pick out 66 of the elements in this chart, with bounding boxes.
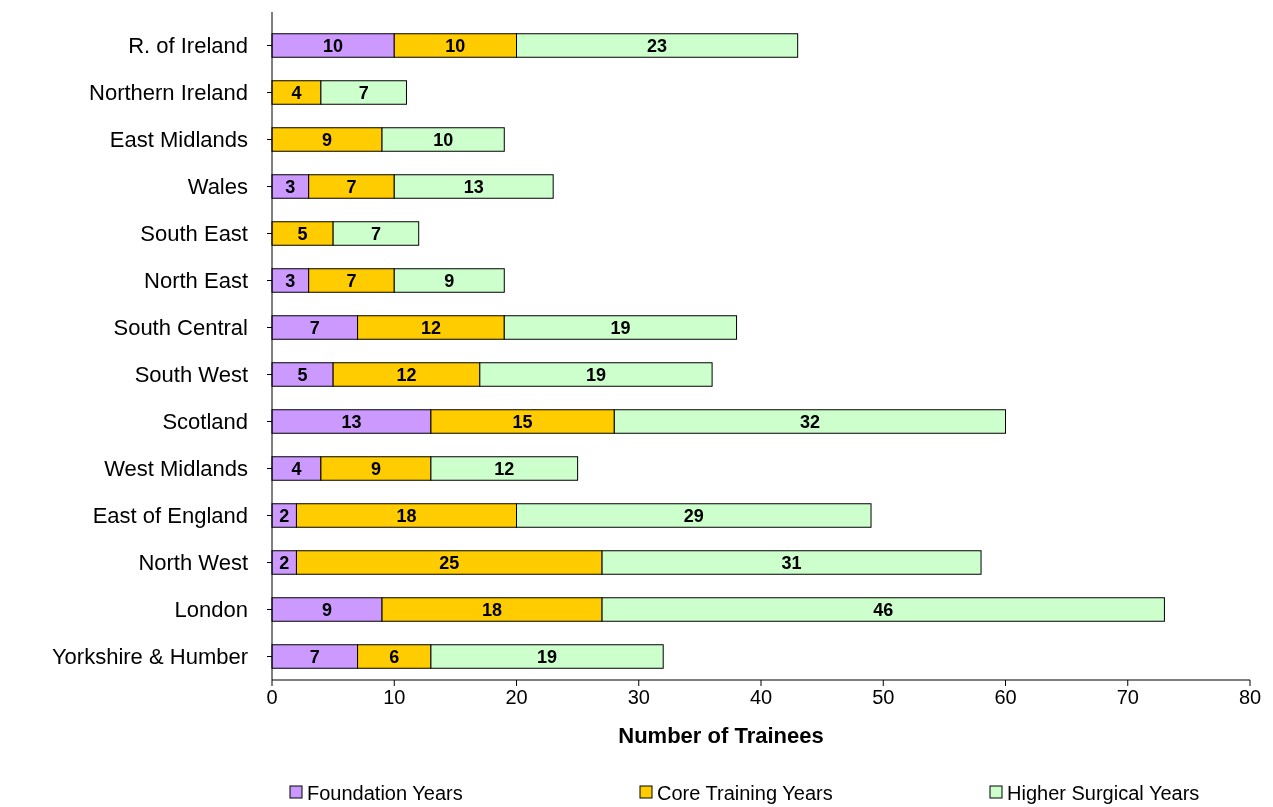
y-tick-label: R. of Ireland (128, 33, 248, 59)
data-label: 4 (291, 458, 302, 479)
y-tick-label: East Midlands (109, 127, 248, 153)
data-label: 19 (610, 317, 631, 338)
data-label: 31 (781, 552, 802, 573)
data-label: 18 (396, 505, 417, 526)
data-label: 9 (444, 270, 455, 291)
data-label: 23 (647, 35, 668, 56)
y-tick-label: West Midlands (104, 456, 248, 482)
y-tick-label: North West (138, 550, 248, 576)
data-label: 13 (341, 411, 362, 432)
data-label: 10 (433, 129, 454, 150)
y-tick-label: South East (140, 221, 248, 247)
x-axis-title: Number of Trainees (618, 723, 824, 748)
data-label: 32 (799, 411, 820, 432)
data-label: 3 (285, 176, 296, 197)
y-tick-label: London (174, 597, 248, 623)
data-label: 7 (346, 176, 357, 197)
data-label: 7 (309, 646, 320, 667)
data-label: 29 (683, 505, 704, 526)
y-tick-label: Northern Ireland (89, 80, 248, 106)
legend-label: Foundation Years (307, 782, 463, 804)
data-label: 9 (370, 458, 381, 479)
y-tick-label: Yorkshire & Humber (51, 644, 248, 670)
legend-label: Higher Surgical Years (1007, 782, 1200, 804)
data-label: 5 (297, 223, 308, 244)
data-label: 2 (279, 505, 290, 526)
data-label: 18 (482, 599, 503, 620)
data-label: 10 (445, 35, 466, 56)
y-tick-label: Scotland (162, 409, 248, 435)
x-tick-label: 80 (1238, 686, 1262, 708)
x-tick-label: 40 (749, 686, 773, 708)
data-label: 6 (389, 646, 400, 667)
data-label: 10 (323, 35, 344, 56)
data-label: 25 (439, 552, 460, 573)
y-tick-label: South Central (113, 315, 248, 341)
data-label: 2 (279, 552, 290, 573)
data-label: 19 (585, 364, 606, 385)
data-label: 3 (285, 270, 296, 291)
data-label: 7 (309, 317, 320, 338)
data-label: 15 (512, 411, 533, 432)
data-label: 7 (346, 270, 357, 291)
data-label: 46 (873, 599, 894, 620)
data-label: 19 (537, 646, 558, 667)
data-label: 5 (297, 364, 308, 385)
x-tick-label: 10 (383, 686, 406, 708)
data-label: 9 (322, 599, 333, 620)
x-tick-label: 20 (505, 686, 528, 708)
y-tick-label: East of England (92, 503, 248, 529)
data-label: 4 (291, 82, 302, 103)
data-label: 13 (463, 176, 484, 197)
data-label: 12 (494, 458, 515, 479)
data-label: 7 (370, 223, 381, 244)
x-tick-label: 70 (1116, 686, 1139, 708)
y-tick-label: Wales (187, 174, 248, 200)
x-tick-label: 60 (994, 686, 1017, 708)
y-tick-label: North East (144, 268, 248, 294)
data-label: 9 (322, 129, 333, 150)
x-tick-label: 30 (627, 686, 650, 708)
data-label: 12 (420, 317, 441, 338)
x-tick-label: 50 (872, 686, 895, 708)
data-label: 12 (396, 364, 417, 385)
x-tick-label: 0 (266, 686, 278, 708)
y-tick-label: South West (134, 362, 248, 388)
legend-label: Core Training Years (657, 782, 833, 804)
data-label: 7 (358, 82, 369, 103)
